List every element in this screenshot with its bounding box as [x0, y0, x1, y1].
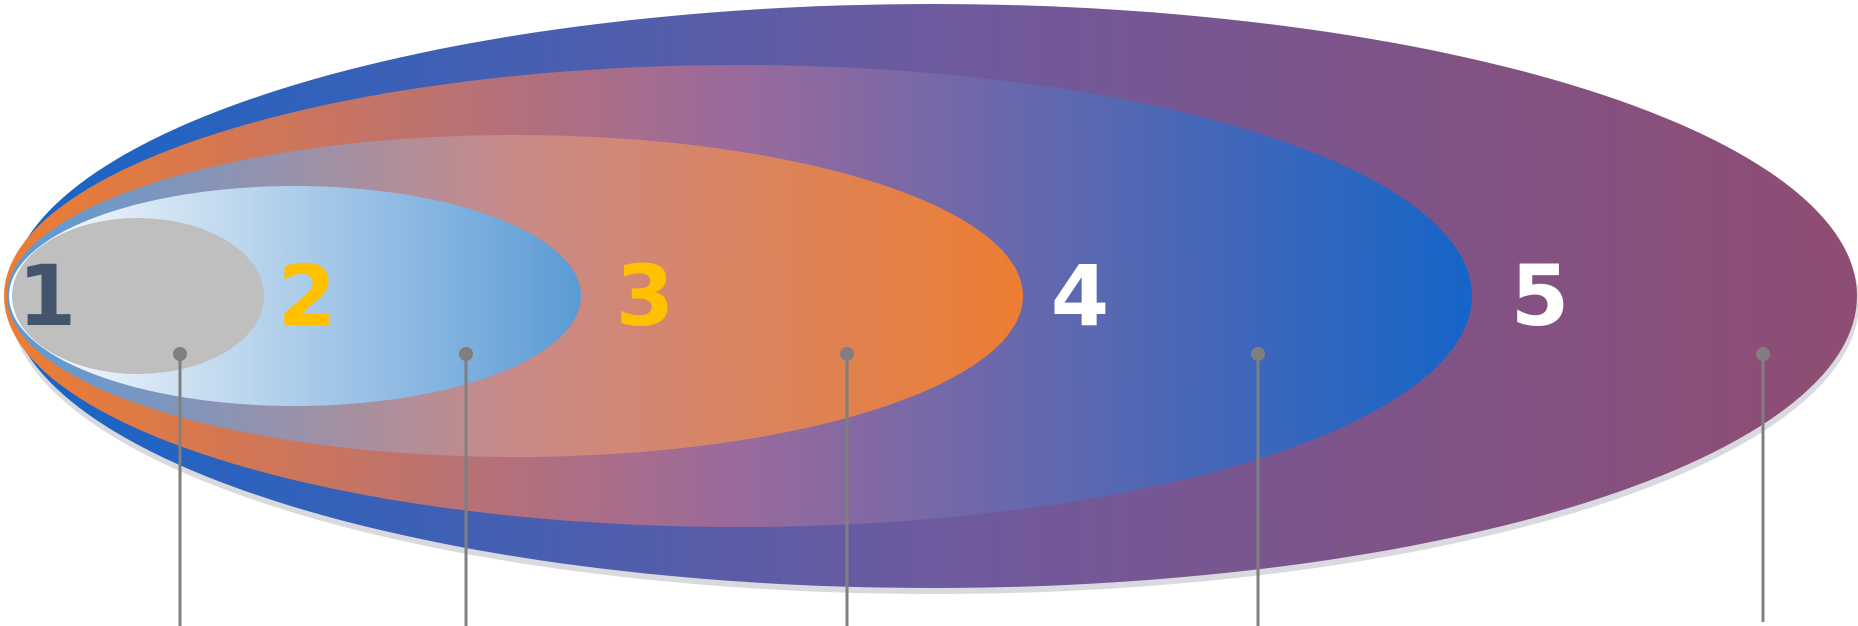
- level-3-label: 3: [616, 247, 674, 345]
- level-4-label: 4: [1051, 247, 1109, 345]
- connector-level-5: [1756, 347, 1770, 622]
- ellipse-level-1: [12, 218, 264, 374]
- level-1-label: 1: [18, 247, 76, 345]
- connector-level-2: [459, 347, 473, 626]
- connector-dot: [173, 347, 187, 361]
- connector-level-3: [840, 347, 854, 626]
- level-2-label: 2: [278, 247, 336, 345]
- connector-level-1: [173, 347, 187, 626]
- connector-dot: [1756, 347, 1770, 361]
- connector-dot: [1251, 347, 1265, 361]
- level-5-label: 5: [1511, 247, 1569, 345]
- connector-level-4: [1251, 347, 1265, 626]
- connector-dot: [840, 347, 854, 361]
- connector-dot: [459, 347, 473, 361]
